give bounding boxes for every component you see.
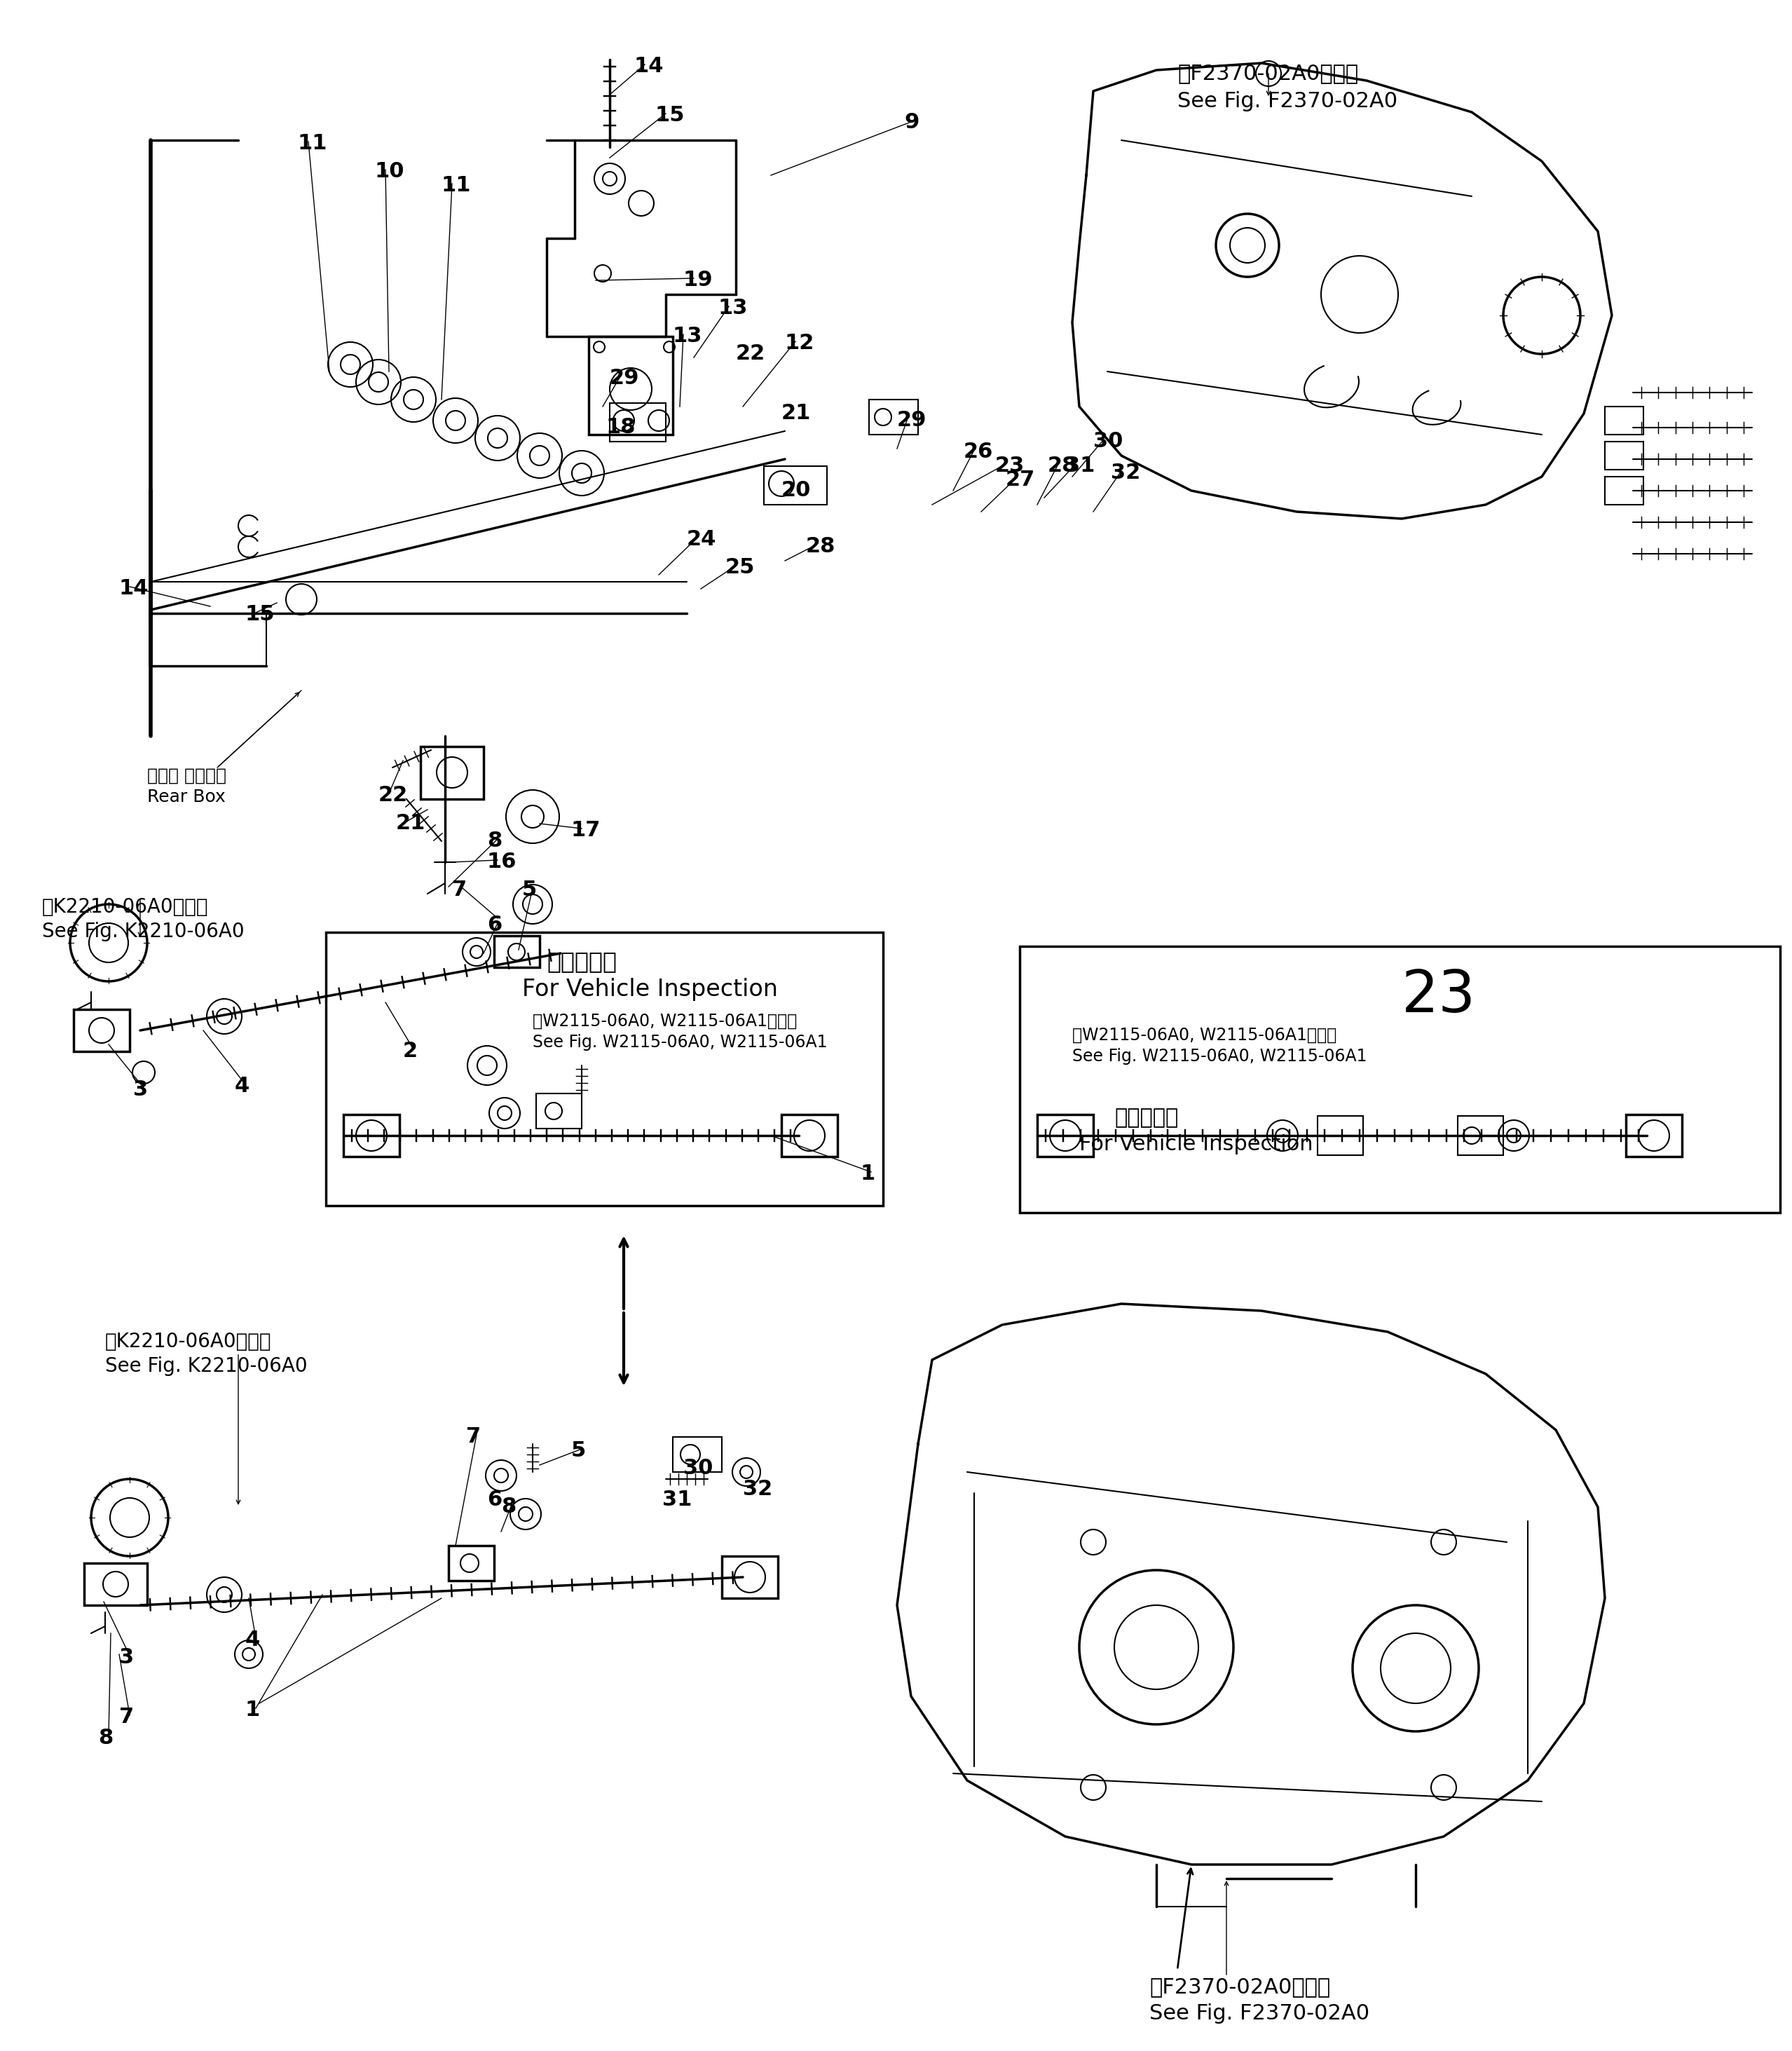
Text: 8: 8 xyxy=(99,1727,113,1747)
Text: 5: 5 xyxy=(521,880,538,900)
Text: See Fig. F2370-02A0: See Fig. F2370-02A0 xyxy=(1149,2004,1369,2024)
Text: 18: 18 xyxy=(606,416,636,437)
Bar xyxy=(781,1114,837,1157)
Text: 23: 23 xyxy=(1401,968,1477,1023)
Bar xyxy=(1606,441,1643,470)
Bar xyxy=(421,747,484,800)
Text: 3: 3 xyxy=(133,1079,149,1099)
Text: 30: 30 xyxy=(683,1458,713,1479)
Text: 30: 30 xyxy=(1093,431,1124,451)
Text: 8: 8 xyxy=(502,1497,516,1518)
Text: 5: 5 xyxy=(572,1440,586,1460)
Text: 4: 4 xyxy=(246,1631,260,1651)
Text: 16: 16 xyxy=(487,851,516,872)
Text: 6: 6 xyxy=(487,915,502,935)
Text: 第F2370-02A0図参照: 第F2370-02A0図参照 xyxy=(1177,64,1358,84)
Text: 第W2115-06A0, W2115-06A1図参照: 第W2115-06A0, W2115-06A1図参照 xyxy=(1072,1028,1337,1044)
Bar xyxy=(73,1009,129,1052)
Text: 27: 27 xyxy=(1005,470,1036,490)
Text: 7: 7 xyxy=(466,1425,480,1446)
Text: 15: 15 xyxy=(656,105,685,125)
Text: For Vehicle Inspection: For Vehicle Inspection xyxy=(1079,1134,1314,1155)
Text: 32: 32 xyxy=(744,1479,772,1499)
Text: 19: 19 xyxy=(683,271,713,289)
Text: 22: 22 xyxy=(737,343,765,363)
Bar xyxy=(448,1546,495,1581)
Text: 15: 15 xyxy=(246,605,276,626)
Bar xyxy=(326,933,883,1206)
Text: 11: 11 xyxy=(297,133,328,154)
Text: 28: 28 xyxy=(1048,455,1077,476)
Text: 8: 8 xyxy=(487,831,502,851)
Text: 21: 21 xyxy=(396,812,426,833)
Text: 車　検　用: 車 検 用 xyxy=(1115,1108,1179,1128)
Text: 7: 7 xyxy=(452,880,468,900)
Text: 10: 10 xyxy=(375,162,405,183)
Text: 1: 1 xyxy=(860,1163,876,1183)
Text: 第F2370-02A0図参照: 第F2370-02A0図参照 xyxy=(1149,1977,1330,1998)
Bar xyxy=(1020,946,1779,1212)
Text: 1: 1 xyxy=(246,1700,260,1721)
Text: 12: 12 xyxy=(785,332,815,353)
Text: 第K2210-06A0図参照: 第K2210-06A0図参照 xyxy=(41,896,208,917)
Text: 22: 22 xyxy=(378,786,409,806)
Bar xyxy=(609,404,667,441)
Text: See Fig. K2210-06A0: See Fig. K2210-06A0 xyxy=(41,921,244,941)
Text: 11: 11 xyxy=(441,174,471,195)
Text: See Fig. W2115-06A0, W2115-06A1: See Fig. W2115-06A0, W2115-06A1 xyxy=(532,1034,828,1050)
Text: See Fig. K2210-06A0: See Fig. K2210-06A0 xyxy=(106,1356,308,1376)
Bar xyxy=(763,466,826,505)
Text: 31: 31 xyxy=(663,1489,692,1510)
Text: 20: 20 xyxy=(781,480,812,500)
Text: 26: 26 xyxy=(964,441,993,461)
Text: 車　検　用: 車 検 用 xyxy=(547,950,616,972)
Text: 17: 17 xyxy=(572,820,600,841)
Text: 13: 13 xyxy=(719,297,747,318)
Text: 25: 25 xyxy=(726,558,754,578)
Text: Rear Box: Rear Box xyxy=(147,788,226,806)
Bar xyxy=(1606,406,1643,435)
Text: 21: 21 xyxy=(781,404,812,423)
Bar xyxy=(1606,476,1643,505)
Text: 29: 29 xyxy=(898,410,926,431)
Text: リヤー ボックス: リヤー ボックス xyxy=(147,767,226,783)
Text: 28: 28 xyxy=(806,535,835,556)
Text: 31: 31 xyxy=(1064,455,1095,476)
Text: 13: 13 xyxy=(672,326,702,347)
Text: 23: 23 xyxy=(995,455,1025,476)
Text: 7: 7 xyxy=(118,1706,134,1727)
Bar xyxy=(495,935,539,968)
Text: 32: 32 xyxy=(1111,464,1140,482)
Text: 24: 24 xyxy=(686,529,717,550)
Text: See Fig. F2370-02A0: See Fig. F2370-02A0 xyxy=(1177,90,1398,111)
Text: 14: 14 xyxy=(118,578,149,599)
Text: 4: 4 xyxy=(235,1077,249,1097)
Bar xyxy=(1317,1116,1364,1155)
Text: 第W2115-06A0, W2115-06A1図参照: 第W2115-06A0, W2115-06A1図参照 xyxy=(532,1013,797,1030)
Text: 第K2210-06A0図参照: 第K2210-06A0図参照 xyxy=(106,1331,272,1352)
Bar xyxy=(536,1093,582,1128)
Bar xyxy=(672,1438,722,1473)
Text: 29: 29 xyxy=(609,367,640,388)
Bar xyxy=(722,1557,778,1598)
Bar xyxy=(1038,1114,1093,1157)
Bar xyxy=(590,336,672,435)
Bar xyxy=(1625,1114,1683,1157)
Text: 2: 2 xyxy=(403,1042,418,1060)
Bar xyxy=(84,1563,147,1606)
Text: 14: 14 xyxy=(634,55,665,76)
Bar xyxy=(344,1114,400,1157)
Text: 9: 9 xyxy=(903,113,919,133)
Text: 3: 3 xyxy=(118,1647,134,1667)
Text: 6: 6 xyxy=(487,1489,502,1510)
Text: See Fig. W2115-06A0, W2115-06A1: See Fig. W2115-06A0, W2115-06A1 xyxy=(1072,1048,1367,1064)
Text: For Vehicle Inspection: For Vehicle Inspection xyxy=(521,978,778,1001)
Bar xyxy=(869,400,918,435)
Bar xyxy=(1457,1116,1503,1155)
